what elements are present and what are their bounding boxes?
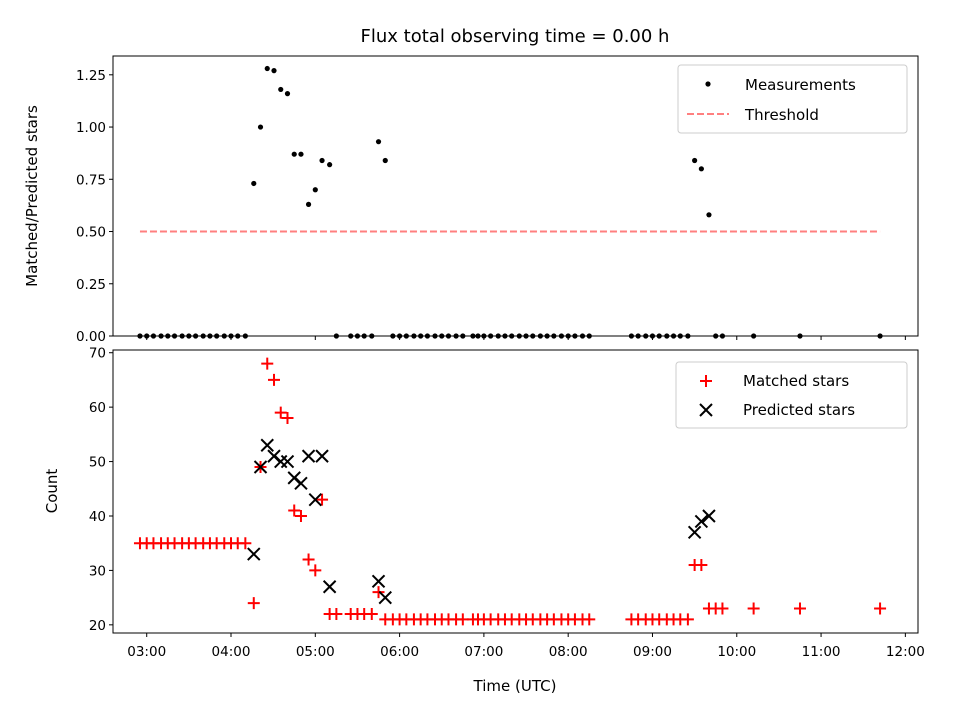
x-tick-label: 04:00 xyxy=(212,644,251,660)
bottom-legend: Matched stars Predicted stars xyxy=(675,361,908,429)
legend-measurements-marker xyxy=(705,81,711,87)
matched-stars-point xyxy=(372,586,385,599)
matched-stars-point xyxy=(330,607,343,620)
y-tick-label: 50 xyxy=(89,455,106,471)
measurement-point xyxy=(257,124,264,130)
matched-stars-point xyxy=(793,602,806,615)
legend-threshold-label: Threshold xyxy=(744,106,819,124)
measurement-point xyxy=(312,187,318,193)
y-tick-label: 1.00 xyxy=(76,120,106,136)
predicted-stars-point xyxy=(315,449,329,463)
x-tick-label: 06:00 xyxy=(380,644,419,660)
y-tick-label: 70 xyxy=(89,346,106,362)
predicted-stars-point xyxy=(247,547,261,561)
measurement-point xyxy=(298,151,304,157)
matched-stars-point xyxy=(456,613,469,626)
x-tick-label: 11:00 xyxy=(802,644,841,660)
predicted-stars-point xyxy=(301,449,316,463)
measurement-point xyxy=(271,68,277,74)
top-legend-box xyxy=(677,64,908,134)
measurement-point xyxy=(284,91,291,97)
legend-matched-marker xyxy=(700,375,712,387)
predicted-stars-point xyxy=(322,580,337,594)
measurement-point xyxy=(319,157,325,164)
top-panel-frame xyxy=(112,55,919,337)
measurement-point xyxy=(251,180,257,187)
predicted-stars-point xyxy=(260,438,274,452)
x-tick-label: 12:00 xyxy=(886,644,925,660)
top-panel: 0.00 0.25 0.50 0.75 1.00 1.25 Matched/Predict… xyxy=(23,55,919,345)
top-panel-ylabel: Matched/Predicted stars xyxy=(23,105,41,287)
measurement-point xyxy=(692,157,698,164)
x-tick-label: 08:00 xyxy=(549,644,588,660)
bottom-panel-xlabel: Time (UTC) xyxy=(473,677,557,695)
measurement-point xyxy=(305,201,312,207)
y-tick-label: 40 xyxy=(89,509,106,525)
matched-stars-point xyxy=(261,357,274,370)
bottom-panel: 20 30 40 50 60 70 03:00 04:00 05:00 06:00 07:00 08:… xyxy=(43,346,925,695)
measurement-point xyxy=(375,139,382,145)
legend-measurements-label: Measurements xyxy=(745,76,856,94)
measurement-point xyxy=(278,86,284,93)
matched-stars-point xyxy=(716,602,729,615)
x-tick-label: 09:00 xyxy=(633,644,672,660)
y-tick-label: 60 xyxy=(89,400,106,416)
measurement-point xyxy=(264,65,270,72)
predicted-stars-point xyxy=(294,476,308,491)
measurement-point xyxy=(706,212,712,218)
x-tick-label: 07:00 xyxy=(464,644,503,660)
matched-stars-point xyxy=(268,373,280,386)
predicted-stars-point xyxy=(378,590,392,605)
predicted-stars-point xyxy=(371,574,386,589)
matched-stars-point xyxy=(294,509,307,522)
matched-stars-point xyxy=(309,564,322,577)
matched-stars-point xyxy=(365,607,378,620)
y-tick-label: 20 xyxy=(89,618,106,634)
matched-stars-point xyxy=(316,493,329,506)
predicted-stars-point xyxy=(702,509,716,523)
matched-stars-point xyxy=(681,613,694,626)
matched-stars-point xyxy=(239,537,252,550)
top-legend: Measurements Threshold xyxy=(677,64,908,134)
measurement-point xyxy=(698,166,704,172)
top-panel-ticks: 0.00 0.25 0.50 0.75 1.00 1.25 xyxy=(76,68,906,345)
matched-stars-point xyxy=(288,504,301,517)
x-tick-label: 03:00 xyxy=(127,644,166,660)
bottom-legend-box xyxy=(675,361,908,429)
predicted-stars-point xyxy=(687,525,702,540)
measurement-point xyxy=(291,151,297,157)
y-tick-label: 0.00 xyxy=(76,329,106,345)
bottom-panel-marks xyxy=(133,357,887,626)
bottom-panel-ylabel: Count xyxy=(43,469,61,514)
matched-stars-point xyxy=(247,597,260,610)
legend-predicted-marker xyxy=(699,403,713,417)
measurement-point xyxy=(382,157,388,164)
y-tick-label: 0.50 xyxy=(76,225,106,241)
predicted-stars-point xyxy=(308,492,323,507)
bottom-panel-frame xyxy=(112,349,919,634)
predicted-stars-point xyxy=(694,514,709,529)
matched-stars-point xyxy=(747,602,760,615)
x-tick-label: 05:00 xyxy=(296,644,335,660)
y-tick-label: 0.25 xyxy=(76,277,106,293)
chart-title: Flux total observing time = 0.00 h xyxy=(361,26,670,47)
matched-stars-point xyxy=(302,553,315,566)
predicted-stars-point xyxy=(253,460,268,474)
matched-stars-point xyxy=(583,613,596,626)
matched-stars-point xyxy=(695,558,708,571)
x-tick-label: 10:00 xyxy=(717,644,756,660)
y-tick-label: 0.75 xyxy=(76,172,106,188)
measurement-point xyxy=(327,162,333,168)
y-tick-label: 1.25 xyxy=(76,68,106,84)
matched-stars-point xyxy=(874,602,887,615)
bottom-panel-ticks: 20 30 40 50 60 70 03:00 04:00 05:00 06:00 07:00 08:… xyxy=(89,346,925,660)
legend-matched-label: Matched stars xyxy=(743,372,849,390)
matched-stars-point xyxy=(274,406,287,419)
predicted-stars-point xyxy=(280,454,295,469)
y-tick-label: 30 xyxy=(89,563,106,579)
matched-stars-point xyxy=(281,412,294,425)
legend-predicted-label: Predicted stars xyxy=(743,401,855,419)
